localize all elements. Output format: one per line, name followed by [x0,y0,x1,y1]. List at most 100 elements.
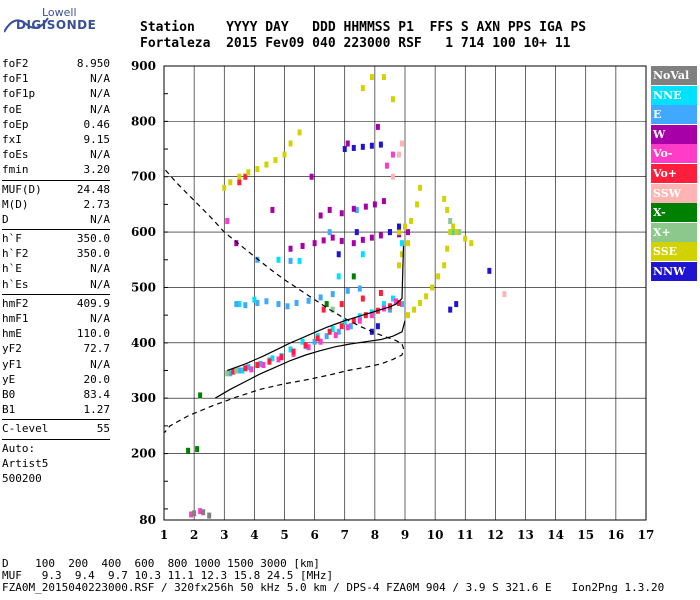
data-point-SSE [418,299,423,306]
data-point-NNW [454,301,459,308]
data-point-W [360,236,365,243]
data-point-E [324,333,329,340]
param-value: 55 [96,422,110,436]
data-point-SSE [369,74,374,81]
legend-item: SSW [651,183,697,203]
parameter-list: foF2 8.950 foF1 N/A foF1p N/A foE N/A foEp 0.46 fx… [2,56,110,486]
param-label: hmF1 [2,312,29,325]
data-point-Vo+ [291,348,296,355]
param-value: 20.0 [83,372,111,386]
data-point-Vo+ [339,301,344,308]
data-point-SSE [237,173,242,180]
param-value: N/A [90,87,110,101]
data-point-NNW [354,229,359,236]
grid [163,65,647,520]
param-label: C-level [2,422,49,436]
x-tick-label: 5 [280,528,288,542]
param-label: fxI [2,132,22,146]
data-point-X- [186,447,191,454]
dashed-profile-line [164,169,405,433]
data-point-NNW [396,223,401,230]
data-point-W [351,205,356,212]
param-value: 110.0 [76,327,110,341]
data-point-Vo+ [339,323,344,330]
data-point-X+ [330,306,335,313]
data-point-SSE [282,151,287,158]
param-note: 500200 [2,471,42,485]
y-tick-label: 900 [131,59,156,73]
logo-line2: DIGISONDE [16,18,97,32]
header-row-values: Fortaleza 2015 Fev09 040 223000 RSF 1 71… [140,36,571,51]
data-point-NNE [288,346,293,353]
x-tick-label: 7 [341,528,349,542]
data-point-SSE [246,169,251,176]
param-label: h`F2 [2,247,29,261]
data-point-SSE [436,273,441,280]
data-point-NNE [360,251,365,258]
param-separator [2,293,110,295]
x-tick-label: 6 [310,528,318,542]
x-tick-label: 17 [638,528,655,542]
data-point-X+ [448,218,453,225]
param-value: 3.20 [83,163,111,177]
legend-item: W [651,124,697,144]
data-point-NNE [252,296,257,303]
data-point-E [264,298,269,305]
data-point-W [369,234,374,241]
param-row: h`E N/A [2,261,110,276]
param-row: hmE 110.0 [2,326,110,341]
data-point-W [234,240,239,247]
data-point-NoVal [192,510,197,517]
data-point-SSW [399,140,404,147]
param-label: h`Es [2,277,29,291]
data-point-NNW [387,229,392,236]
data-point-SSE [445,245,450,252]
data-point-Vo+ [327,328,332,335]
x-tick-label: 11 [457,528,474,542]
param-label: foF2 [2,57,29,70]
param-value: N/A [90,102,110,116]
param-row: fxI 9.15 [2,132,110,147]
param-row: foE N/A [2,102,110,117]
param-value: N/A [90,262,110,276]
data-point-W [318,212,323,219]
data-point-SSE [451,223,456,230]
data-point-NNW [360,143,365,150]
x-tick-label: 14 [547,528,564,542]
data-point-Vo- [333,332,338,339]
param-value: 8.950 [76,57,110,70]
legend-item: X+ [651,222,697,242]
data-point-SSE [399,251,404,258]
data-point-E [306,297,311,304]
data-point-X+ [234,367,239,374]
data-point-NNW [351,144,356,151]
param-row: B0 83.4 [2,387,110,402]
data-point-X- [351,273,356,280]
data-point-SSE [445,206,450,213]
data-point-Vo+ [363,312,368,319]
data-point-SSE [396,262,401,269]
y-tick-label: 700 [131,170,156,184]
footer-distance-row: D 100 200 400 600 800 1000 1500 3000 [km… [2,557,320,570]
data-point-E [276,301,281,308]
param-row: yF1 N/A [2,357,110,372]
data-point-Vo+ [237,179,242,186]
data-point-X+ [457,229,462,236]
data-point-SSE [264,161,269,168]
header-row-labels: Station YYYY DAY DDD HHMMSS P1 FFS S AXN… [140,20,587,35]
x-tick-label: 13 [517,528,534,542]
param-row: B1 1.27 [2,402,110,417]
data-point-SSE [396,229,401,236]
x-tick-label: 3 [220,528,228,542]
param-value: N/A [90,312,110,325]
data-point-NNW [378,141,383,148]
param-row: foF1p N/A [2,86,110,101]
legend: NoVal NNE E W Vo- Vo+ SSW X- X+ SSE NNW [651,66,697,282]
data-point-E [318,294,323,301]
param-row: h`F2 350.0 [2,246,110,261]
data-point-E [336,328,341,335]
param-label: foE [2,102,22,116]
data-point-X- [324,301,329,308]
data-point-Vo+ [351,317,356,324]
